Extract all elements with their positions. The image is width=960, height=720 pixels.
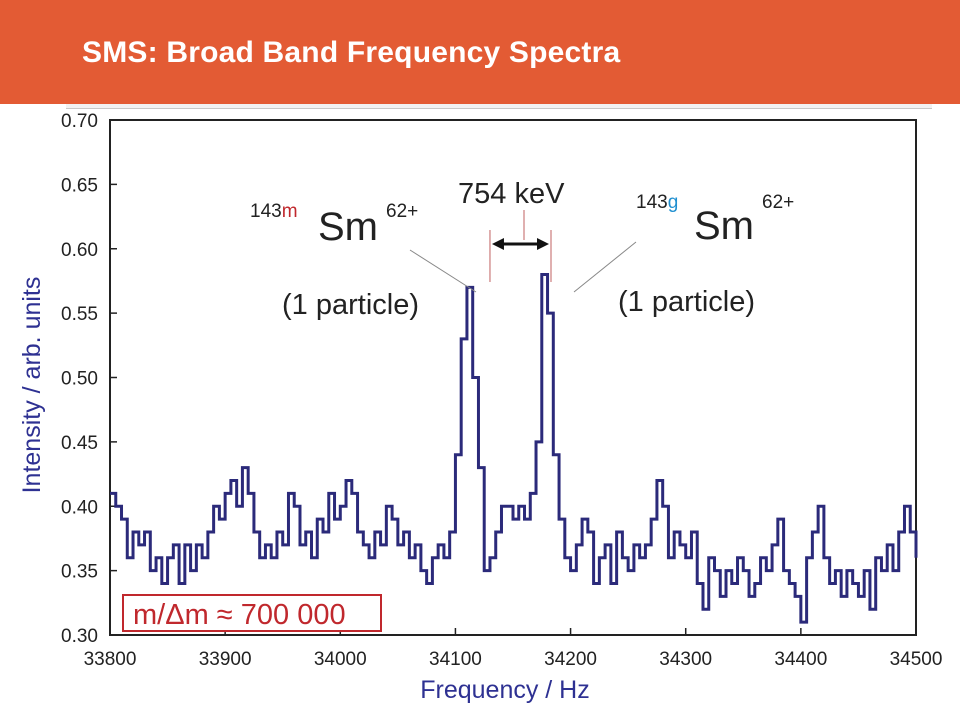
peak-markers [489,230,552,282]
axis-ticks: 33800 33900 34000 34100 34200 34300 34400 34500… [61,111,942,670]
x-tick-label: 34400 [774,649,827,670]
y-tick-label: 0.65 [61,175,98,196]
annotation-left-peak: 143m Sm 62+ (1 particle) [250,201,477,321]
left-peak-pointer [409,249,477,293]
page-title: SMS: Broad Band Frequency Spectra [82,36,621,69]
separation-label: 754 keV [458,178,565,210]
left-peak-mass: 143m [250,201,298,222]
y-tick-label: 0.35 [61,562,98,583]
annotation-resolution: m/Δm ≈ 700 000 [122,594,382,632]
left-peak-charge: 62+ [386,201,418,222]
separation-arrow-head-left [491,238,504,250]
header-divider [66,104,932,109]
right-peak-charge: 62+ [762,192,794,213]
resolution-label: m/Δm ≈ 700 000 [133,599,346,631]
annotation-separation: 754 keV [458,178,565,250]
y-tick-label: 0.40 [61,497,98,518]
y-tick-label: 0.45 [61,433,98,454]
right-peak-element: Sm [694,204,754,248]
right-peak-mass: 143g [636,192,678,213]
y-tick-label: 0.30 [61,626,98,647]
header-bar: SMS: Broad Band Frequency Spectra [0,0,960,104]
x-tick-label: 33800 [84,649,137,670]
x-tick-label: 34500 [890,649,943,670]
x-axis-title: Frequency / Hz [420,676,590,704]
x-tick-label: 34300 [659,649,712,670]
left-peak-note: (1 particle) [282,289,419,321]
y-tick-label: 0.50 [61,369,98,390]
x-tick-label: 33900 [199,649,252,670]
separation-arrow-head-right [536,238,549,250]
right-peak-pointer [573,241,637,293]
left-peak-element: Sm [318,205,378,249]
x-tick-label: 34100 [429,649,482,670]
y-tick-label: 0.70 [61,111,98,132]
x-tick-label: 34000 [314,649,367,670]
annotation-right-peak: 143g Sm 62+ (1 particle) [573,192,794,318]
y-tick-label: 0.60 [61,240,98,261]
series-line-intensity [110,273,918,624]
y-axis-title: Intensity / arb. units [18,277,46,494]
x-tick-label: 34200 [544,649,597,670]
plot-frame [109,119,917,636]
resolution-box [122,594,382,632]
right-peak-note: (1 particle) [618,286,755,318]
y-tick-label: 0.55 [61,304,98,325]
